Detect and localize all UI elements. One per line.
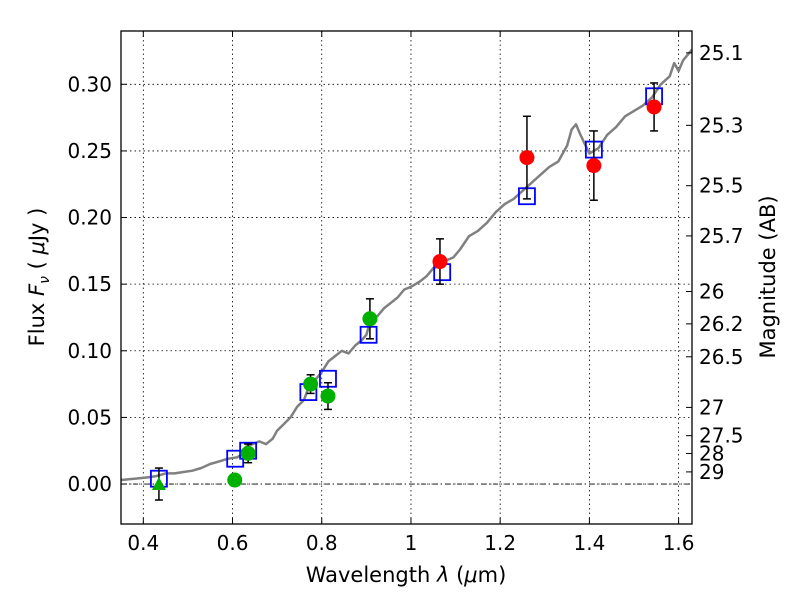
x-axis-label: Wavelength λ (μm)	[306, 563, 507, 587]
x-tick-label: 1	[405, 531, 418, 555]
right-tick-label: 27	[699, 395, 724, 419]
right-tick-label: 25.1	[699, 41, 744, 65]
optical-flux-point	[320, 388, 336, 404]
y-tick-label: 0.00	[67, 472, 112, 496]
x-axis-ticks: 0.4 0.6 0.8 1 1.2 1.4 1.6	[127, 31, 695, 555]
x-tick-label: 1.4	[573, 531, 605, 555]
x-tick-label: 0.8	[306, 531, 338, 555]
y-axis-label: Flux Fν ( μJy )	[25, 208, 53, 347]
y-tick-label: 0.05	[67, 405, 112, 429]
right-tick-label: 25.7	[699, 224, 744, 248]
nir-flux-point	[646, 99, 662, 115]
x-tick-label: 1.6	[663, 531, 695, 555]
nir-flux-point	[519, 150, 535, 166]
y-axis-ticks: 0.00 0.05 0.10 0.15 0.20 0.25 0.30	[67, 72, 127, 496]
y-tick-label: 0.10	[67, 339, 112, 363]
right-tick-label: 29	[699, 460, 724, 484]
x-tick-label: 0.4	[127, 531, 159, 555]
optical-flux-point	[240, 445, 256, 461]
plot-frame	[120, 30, 693, 525]
x-tick-label: 1.2	[484, 531, 516, 555]
right-tick-label: 28	[699, 442, 724, 466]
optical-flux-point	[227, 472, 243, 488]
nir-flux-point	[432, 254, 448, 270]
right-tick-label: 25.5	[699, 174, 744, 198]
observed-photometry	[151, 82, 662, 501]
y-tick-label: 0.15	[67, 272, 112, 296]
right-tick-label: 26	[699, 279, 724, 303]
right-tick-label: 25.3	[699, 113, 744, 137]
optical-flux-point	[303, 376, 319, 392]
model-band-flux-square	[359, 325, 378, 344]
y-tick-label: 0.20	[67, 206, 112, 230]
y-tick-label: 0.25	[67, 139, 112, 163]
x-tick-label: 0.6	[217, 531, 249, 555]
right-tick-label: 26.2	[699, 312, 744, 336]
nir-flux-point	[586, 158, 602, 174]
optical-flux-point	[362, 311, 378, 327]
upper-limit-triangle	[151, 477, 166, 491]
right-tick-label: 27.5	[699, 424, 744, 448]
grid-lines	[121, 31, 692, 524]
right-axis-label: Magnitude (AB)	[756, 195, 780, 358]
right-tick-label: 26.5	[699, 345, 744, 369]
y-tick-label: 0.30	[67, 72, 112, 96]
